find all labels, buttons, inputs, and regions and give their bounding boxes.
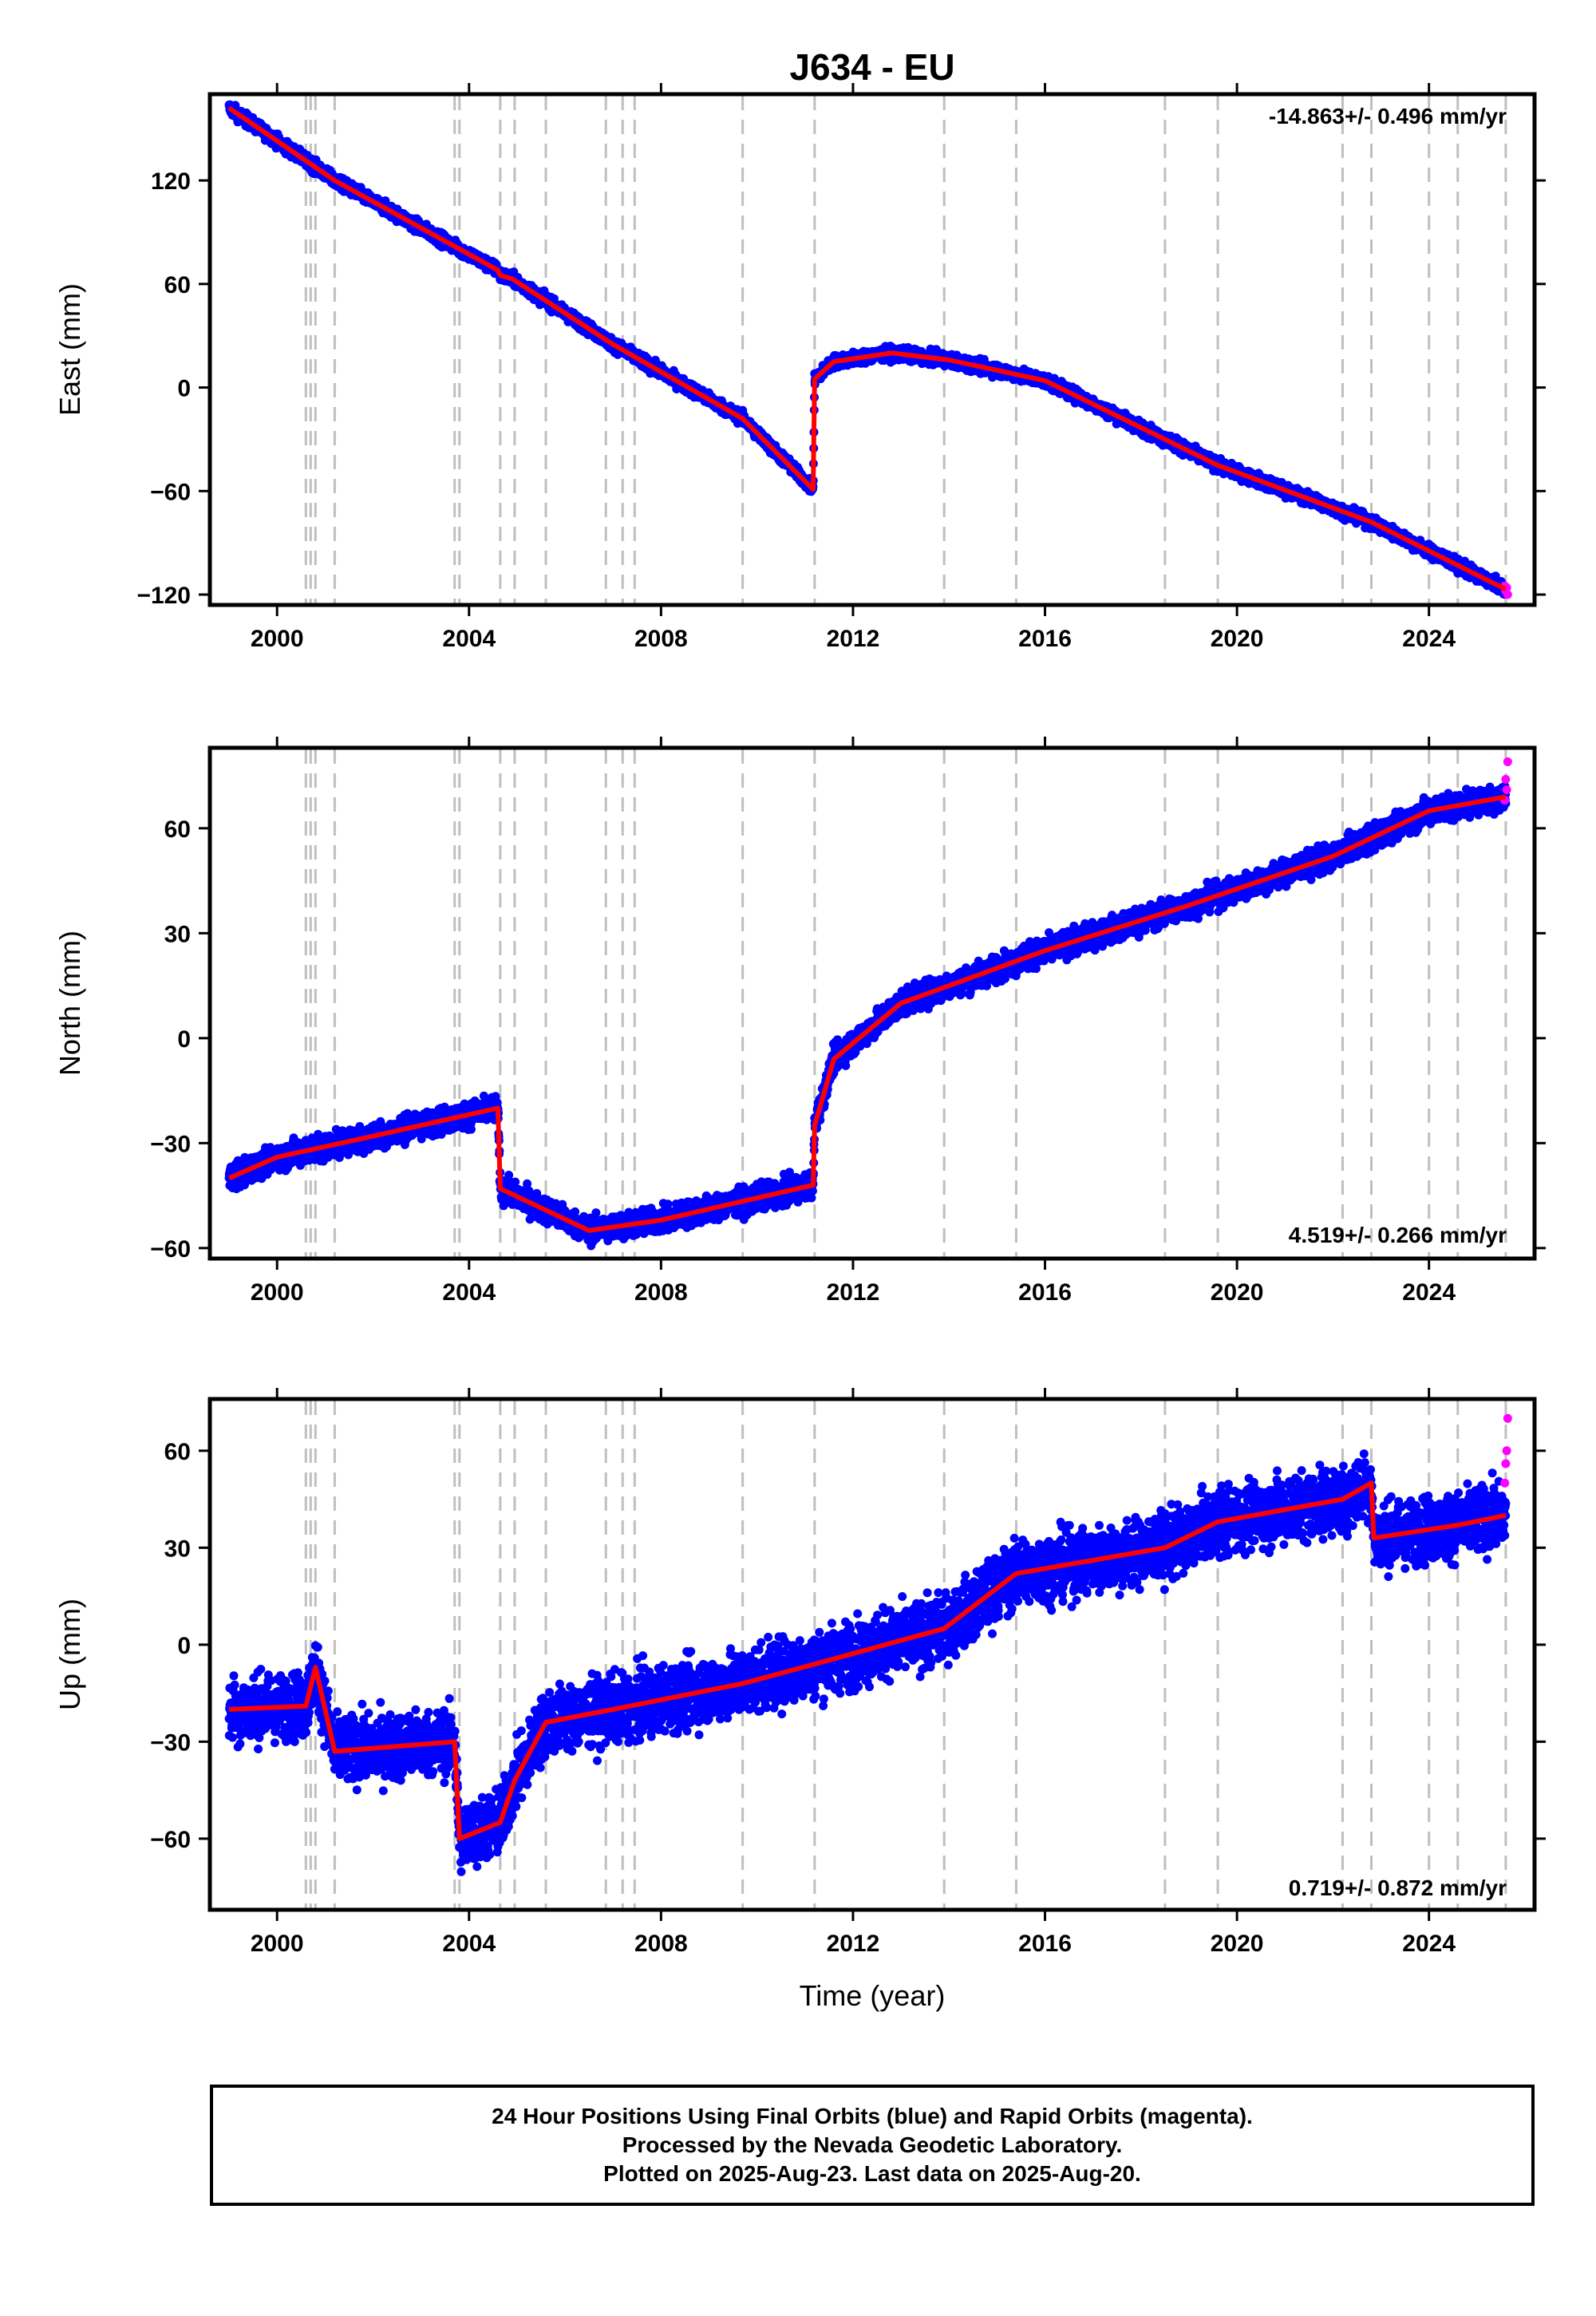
chart-title: J634 - EU	[789, 46, 954, 88]
final-orbit-points	[224, 100, 1511, 599]
